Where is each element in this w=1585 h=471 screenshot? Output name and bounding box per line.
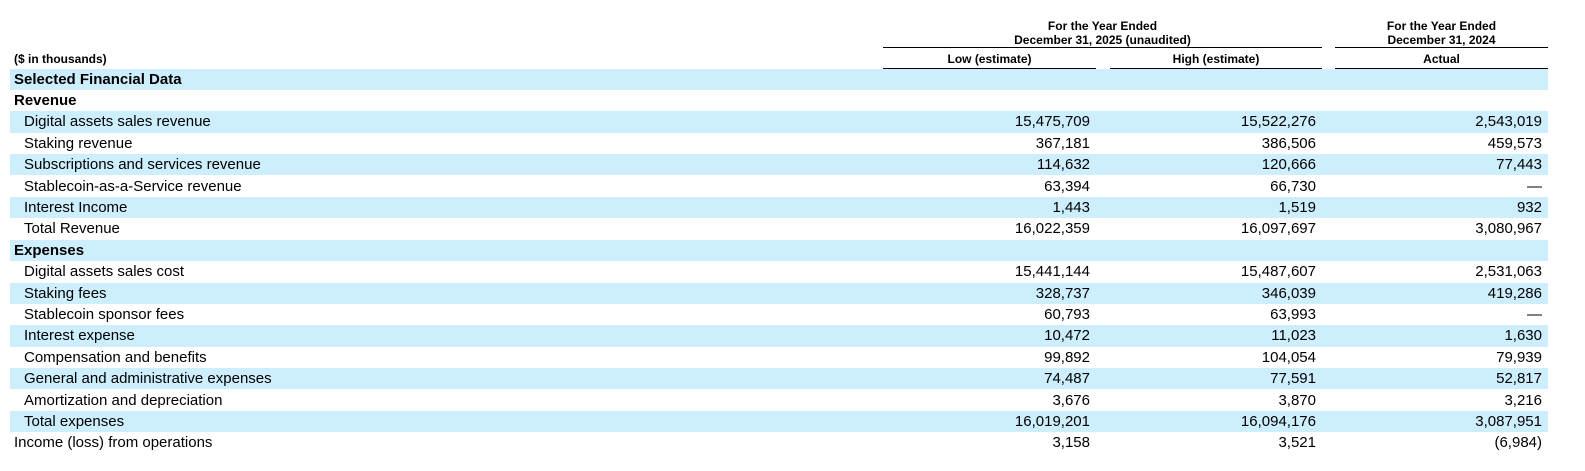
value-cell: 3,158	[1052, 434, 1090, 452]
data-row: General and administrative expenses 74,48…	[10, 368, 1548, 390]
value-cell: 15,475,709	[1014, 113, 1090, 131]
data-row: Stablecoin-as-a-Service revenue 63,394 66,…	[10, 175, 1548, 197]
value-cell: 2,531,063	[1475, 263, 1542, 281]
row-label: Staking revenue	[24, 134, 133, 152]
value-cell: 346,039	[1261, 284, 1316, 302]
data-row: Compensation and benefits 99,892 104,054 79…	[10, 346, 1548, 369]
data-row: Staking fees 328,737 346,039 419,286	[10, 282, 1548, 304]
row-label: Compensation and benefits	[24, 348, 207, 366]
row-label: Stablecoin sponsor fees	[24, 305, 185, 323]
value-cell: 3,087,951	[1475, 412, 1542, 430]
value-cell: 74,487	[1044, 370, 1090, 388]
value-cell: 932	[1516, 198, 1542, 216]
column-header: High (estimate)	[1172, 52, 1260, 66]
value-cell: 16,019,201	[1014, 412, 1090, 430]
section-row: Revenue	[10, 89, 1548, 112]
value-cell: 77,443	[1496, 156, 1542, 174]
section-title: Revenue	[14, 91, 77, 109]
table-title: Selected Financial Data	[14, 70, 182, 88]
value-cell: 16,097,697	[1240, 220, 1316, 238]
data-row: Income (loss) from operations 3,158 3,521 (…	[10, 432, 1548, 454]
value-cell: 1,630	[1504, 327, 1542, 345]
row-label: Income (loss) from operations	[14, 434, 213, 452]
value-cell: 15,441,144	[1014, 263, 1090, 281]
value-cell: 66,730	[1270, 177, 1316, 195]
value-cell: 77,591	[1270, 370, 1316, 388]
data-row: Total expenses 16,019,201 16,094,176 3,087,…	[10, 410, 1548, 433]
group-header: For the Year Ended	[1047, 19, 1158, 33]
header-rule	[1335, 47, 1548, 48]
value-cell: 16,022,359	[1014, 220, 1090, 238]
column-header: Low (estimate)	[947, 52, 1032, 66]
data-row: Stablecoin sponsor fees 60,793 63,993 —	[10, 303, 1548, 326]
data-row: Staking revenue 367,181 386,506 459,573	[10, 132, 1548, 155]
value-cell: 2,543,019	[1475, 113, 1542, 131]
row-label: Total Revenue	[24, 220, 120, 238]
data-row: Subscriptions and services revenue 114,63…	[10, 154, 1548, 176]
group-header: December 31, 2024	[1387, 33, 1496, 47]
value-cell: 3,216	[1504, 391, 1542, 409]
row-label: Digital assets sales cost	[24, 263, 185, 281]
row-label: Digital assets sales revenue	[24, 113, 211, 131]
value-cell: 15,487,607	[1240, 263, 1316, 281]
value-cell: 3,676	[1052, 391, 1090, 409]
value-cell: 60,793	[1044, 305, 1090, 323]
data-row: Digital assets sales revenue 15,475,709 15…	[10, 111, 1548, 133]
row-label: Interest expense	[24, 327, 135, 345]
row-label: Subscriptions and services revenue	[24, 156, 261, 174]
group-header: For the Year Ended	[1386, 19, 1497, 33]
value-cell: —	[1527, 177, 1542, 195]
value-cell: 459,573	[1487, 134, 1542, 152]
group-header: December 31, 2025 (unaudited)	[1014, 33, 1191, 47]
value-cell: 3,870	[1278, 391, 1316, 409]
value-cell: 16,094,176	[1240, 412, 1316, 430]
row-label: General and administrative expenses	[24, 370, 272, 388]
value-cell: 3,080,967	[1475, 220, 1542, 238]
value-cell: 386,506	[1261, 134, 1316, 152]
header-rule	[883, 47, 1322, 48]
value-cell: 79,939	[1496, 348, 1542, 366]
value-cell: 3,521	[1278, 434, 1316, 452]
value-cell: —	[1527, 305, 1542, 323]
data-row: Interest expense 10,472 11,023 1,630	[10, 325, 1548, 347]
row-label: Staking fees	[24, 284, 107, 302]
value-cell: 10,472	[1044, 327, 1090, 345]
row-label: Total expenses	[24, 412, 125, 430]
row-label: Interest Income	[24, 198, 128, 216]
data-row: Total Revenue 16,022,359 16,097,697 3,080,9…	[10, 218, 1548, 240]
value-cell: 1,519	[1278, 198, 1316, 216]
data-row: Amortization and depreciation 3,676 3,870 3…	[10, 389, 1548, 411]
value-cell: 367,181	[1035, 134, 1090, 152]
value-cell: 419,286	[1487, 284, 1542, 302]
value-cell: 63,394	[1044, 177, 1090, 195]
section-title: Expenses	[14, 241, 85, 259]
title-row: Selected Financial Data	[10, 68, 1548, 90]
column-header: Actual	[1423, 52, 1460, 66]
value-cell: 99,892	[1044, 348, 1090, 366]
row-label: Stablecoin-as-a-Service revenue	[24, 177, 242, 195]
units-label: ($ in thousands)	[14, 52, 107, 66]
row-label: Amortization and depreciation	[24, 391, 223, 409]
value-cell: 328,737	[1035, 284, 1090, 302]
value-cell: 1,443	[1052, 198, 1090, 216]
value-cell: 114,632	[1036, 156, 1090, 174]
value-cell: 63,993	[1270, 305, 1316, 323]
value-cell: 52,817	[1496, 370, 1542, 388]
value-cell: 120,666	[1261, 156, 1316, 174]
value-cell: (6,984)	[1494, 434, 1542, 452]
value-cell: 104,054	[1261, 348, 1316, 366]
data-row: Digital assets sales cost 15,441,144 15,48…	[10, 261, 1548, 283]
section-row: Expenses	[10, 239, 1548, 262]
data-row: Interest Income 1,443 1,519 932	[10, 196, 1548, 219]
value-cell: 15,522,276	[1240, 113, 1316, 131]
value-cell: 11,023	[1271, 327, 1316, 345]
